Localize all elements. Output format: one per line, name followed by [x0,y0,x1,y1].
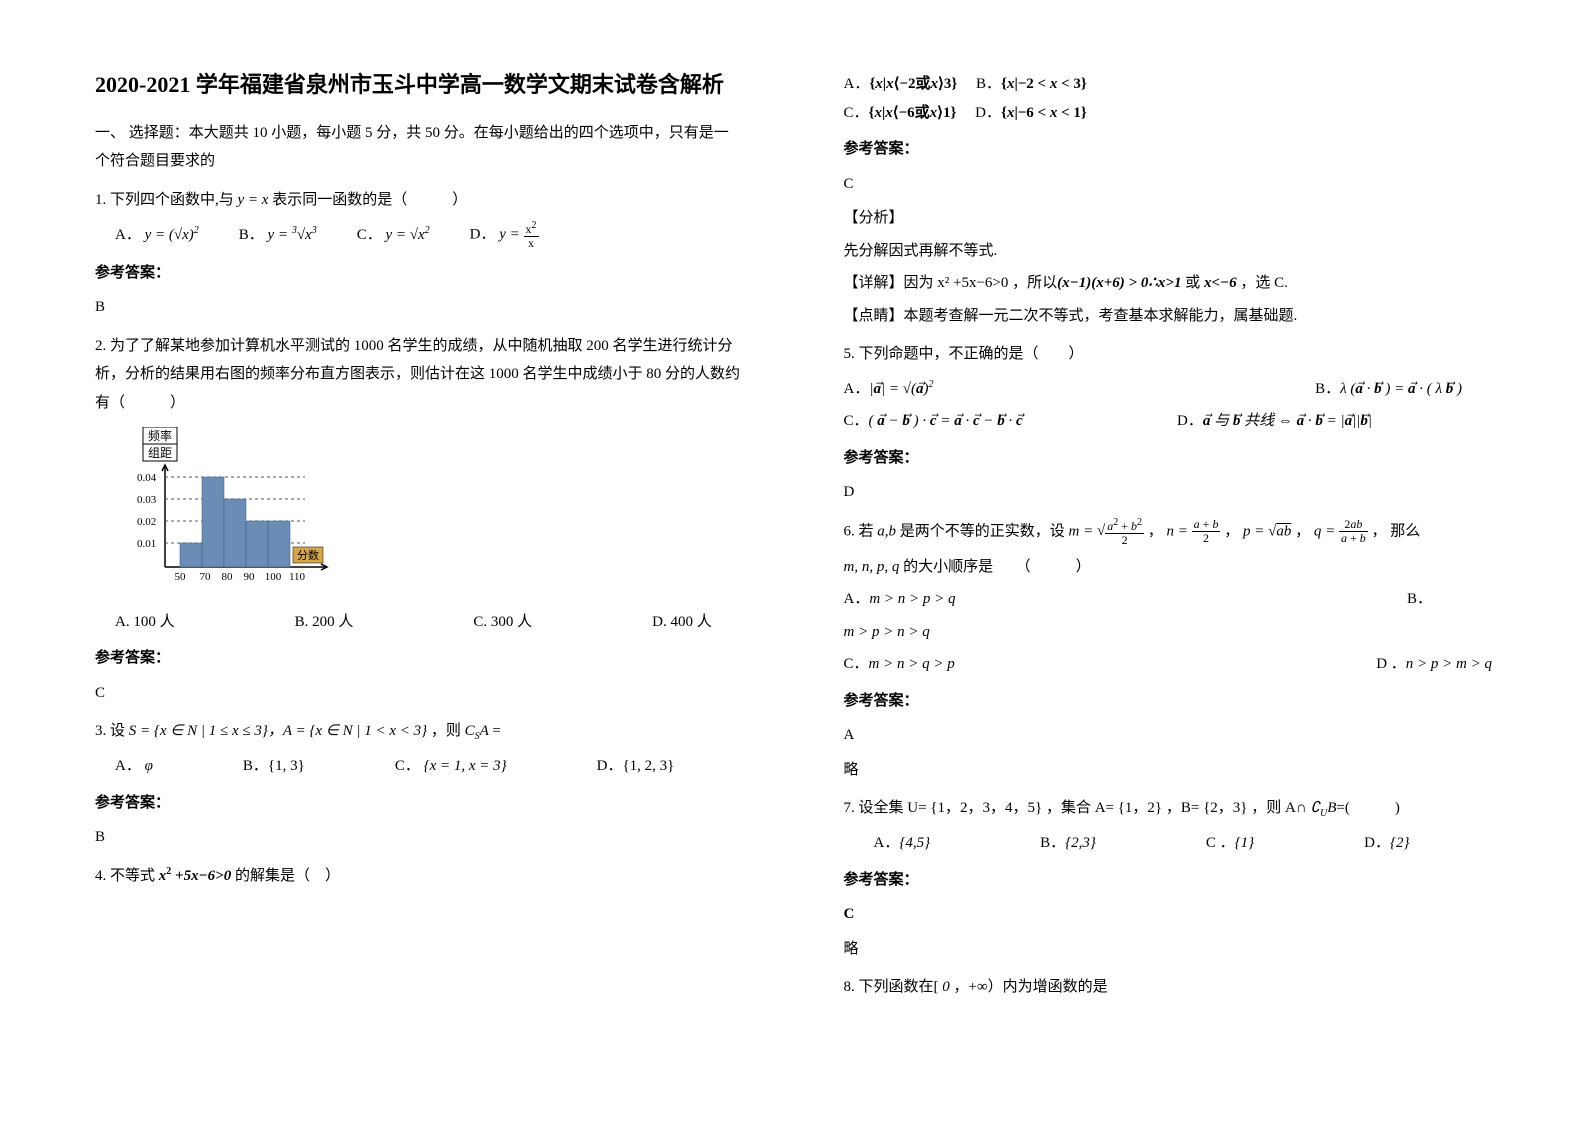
q3-prefix: 3. 设 [95,723,125,739]
q4-point: 【点睛】本题考查解一元二次不等式，考查基本求解能力，属基础题. [844,302,1493,331]
q2-stem: 2. 为了了解某地参加计算机水平测试的 1000 名学生的成绩，从中随机抽取 2… [95,332,744,418]
chart-xlabel: 分数 [297,549,319,562]
q1-answer-label: 参考答案： [95,259,744,288]
q1-optA: A． y = (√x)2 [115,221,199,250]
q6-stem: 6. 若 a,b 是两个不等的正实数，设 m = √a2 + b22 ， n =… [844,517,1493,547]
ytick-004: 0.04 [137,472,157,484]
xtick-100: 100 [265,571,282,583]
q6-optB: m > p > n > q [844,618,1493,647]
q8-stem: 8. 下列函数在[ 0 ，+∞）内为增函数的是 [844,973,1493,1002]
q4-optD: D．{x|−6 < x < 1} [975,105,1087,121]
q4-analysis-label: 【分析】 [844,204,1493,233]
ytick-002: 0.02 [137,516,156,528]
q6-optC: C．m > n > q > p [844,650,955,679]
q6-row1: A．m > n > p > q B． [844,585,1493,614]
q2-chart: 频率 组距 0.04 0.03 [125,427,744,598]
xtick-70: 70 [200,571,212,583]
q1-text: 1. 下列四个函数中,与 y = x 表示同一函数的是（ ） [95,192,467,208]
q7-optC: C ．{1} [1206,829,1254,858]
q4-answer-label: 参考答案： [844,135,1493,164]
q6-brief: 略 [844,756,1493,785]
q2-line2: 析，分析的结果用右图的频率分布直方图表示，则估计在这 1000 名学生中成绩小于… [95,366,740,411]
q5-answer-label: 参考答案： [844,444,1493,473]
q5-row1: A．|a⃗| = √(a⃗)2 B．λ (a⃗ · b⃗ ) = a⃗ · ( … [844,375,1493,404]
q4-options-row2: C．{x|x⟨−6或x⟩1} D．{x|−6 < x < 1} [844,99,1493,128]
q7-brief: 略 [844,935,1493,964]
q7-answer: C [844,900,1493,929]
q3-optA: A． φ [115,752,153,781]
xtick-90: 90 [244,571,256,583]
xtick-80: 80 [222,571,234,583]
chart-ylabel-bot: 组距 [148,446,172,460]
q3-tail: = [492,723,500,739]
q7-optD: D．{2} [1364,829,1409,858]
q6-row2: C．m > n > q > p D ．n > p > m > q [844,650,1493,679]
q3-comp: CSA [465,723,493,739]
q4-stem: 4. 不等式 x2 +5x−6>0 的解集是（ ） [95,862,744,891]
q2-options: A. 100 人 B. 200 人 C. 300 人 D. 400 人 [115,608,744,637]
q2-optD: D. 400 人 [652,608,712,637]
q7-answer-label: 参考答案： [844,866,1493,895]
q5-optC: C．( a⃗ − b⃗ ) · c⃗ = a⃗ · c⃗ − b⃗ · c⃗ [844,407,1023,436]
q5-optB: B．λ (a⃗ · b⃗ ) = a⃗ · ( λ b⃗ ) [1315,375,1492,404]
doc-title: 2020-2021 学年福建省泉州市玉斗中学高一数学文期末试卷含解析 [95,70,744,101]
ytick-001: 0.01 [137,538,156,550]
q4-optC: C．{x|x⟨−6或x⟩1} [844,105,957,121]
q2-optB: B. 200 人 [295,608,354,637]
q1-optB: B． y = 3√x3 [239,221,317,250]
q6-optD: D ．n > p > m > q [1376,650,1492,679]
q5-answer: D [844,478,1493,507]
q5-optD: D．a⃗ 与 b⃗ 共线 ⇔ a⃗ · b⃗ = |a⃗||b⃗| [1177,407,1492,436]
q3-optB: B．{1, 3} [243,752,305,781]
q2-answer: C [95,679,744,708]
q2-optA: A. 100 人 [115,608,175,637]
q7-optB: B．{2,3} [1040,829,1096,858]
q3-answer-label: 参考答案： [95,789,744,818]
q3-optD: D．{1, 2, 3} [597,752,675,781]
q4-detail: 【详解】因为 x² +5x−6>0 ，所以(x−1)(x+6) > 0∴x>1 … [844,269,1493,298]
q2-line1: 2. 为了了解某地参加计算机水平测试的 1000 名学生的成绩，从中随机抽取 2… [95,338,733,354]
q3-sets: S = {x ∈ N | 1 ≤ x ≤ 3}，A = {x ∈ N | 1 <… [129,723,427,739]
q5-stem: 5. 下列命题中，不正确的是（ ） [844,340,1493,369]
q3-answer: B [95,823,744,852]
xtick-110: 110 [289,571,306,583]
q2-optC: C. 300 人 [473,608,532,637]
q3-options: A． φ B．{1, 3} C． {x = 1, x = 3} D．{1, 2,… [115,752,744,781]
q2-answer-label: 参考答案： [95,644,744,673]
q5-row2: C．( a⃗ − b⃗ ) · c⃗ = a⃗ · c⃗ − b⃗ · c⃗ D… [844,407,1493,436]
q4-answer: C [844,170,1493,199]
q4-optA: A．{x|x⟨−2或x⟩3} [844,76,958,92]
q6-optA: A．m > n > p > q [844,585,956,614]
q4-options-row1: A．{x|x⟨−2或x⟩3} B．{x|−2 < x < 3} [844,70,1493,99]
chart-ylabel-top: 频率 [148,428,172,443]
q7-optA: A．{4,5} [874,829,931,858]
q6-answer: A [844,721,1493,750]
section-heading: 一、 选择题：本大题共 10 小题，每小题 5 分，共 50 分。在每小题给出的… [95,119,744,176]
xtick-50: 50 [175,571,187,583]
q4-optB: B．{x|−2 < x < 3} [976,76,1087,92]
q3-stem: 3. 设 S = {x ∈ N | 1 ≤ x ≤ 3}，A = {x ∈ N … [95,717,744,746]
q5-optA: A．|a⃗| = √(a⃗)2 [844,375,934,404]
q1-optC: C． y = √x2 [357,221,430,250]
q6-answer-label: 参考答案： [844,687,1493,716]
q7-stem: 7. 设全集 U= {1，2，3，4，5} ，集合 A= {1，2} ，B= {… [844,794,1493,823]
q1-stem: 1. 下列四个函数中,与 y = x 表示同一函数的是（ ） [95,186,744,215]
q6-optB-prefix: B． [1407,585,1492,614]
q1-optD: D． y = x2x [470,220,539,250]
q1-answer: B [95,293,744,322]
ytick-003: 0.03 [137,494,157,506]
q1-options: A． y = (√x)2 B． y = 3√x3 C． y = √x2 D． y… [115,220,744,250]
q4-analysis-text: 先分解因式再解不等式. [844,237,1493,266]
q3-optC: C． {x = 1, x = 3} [395,752,507,781]
q7-options: A．{4,5} B．{2,3} C ．{1} D．{2} [874,829,1493,858]
q6-stem-line2: m, n, p, q 的大小顺序是 （ ） [844,553,1493,582]
q3-suffix: ，则 [431,723,461,739]
